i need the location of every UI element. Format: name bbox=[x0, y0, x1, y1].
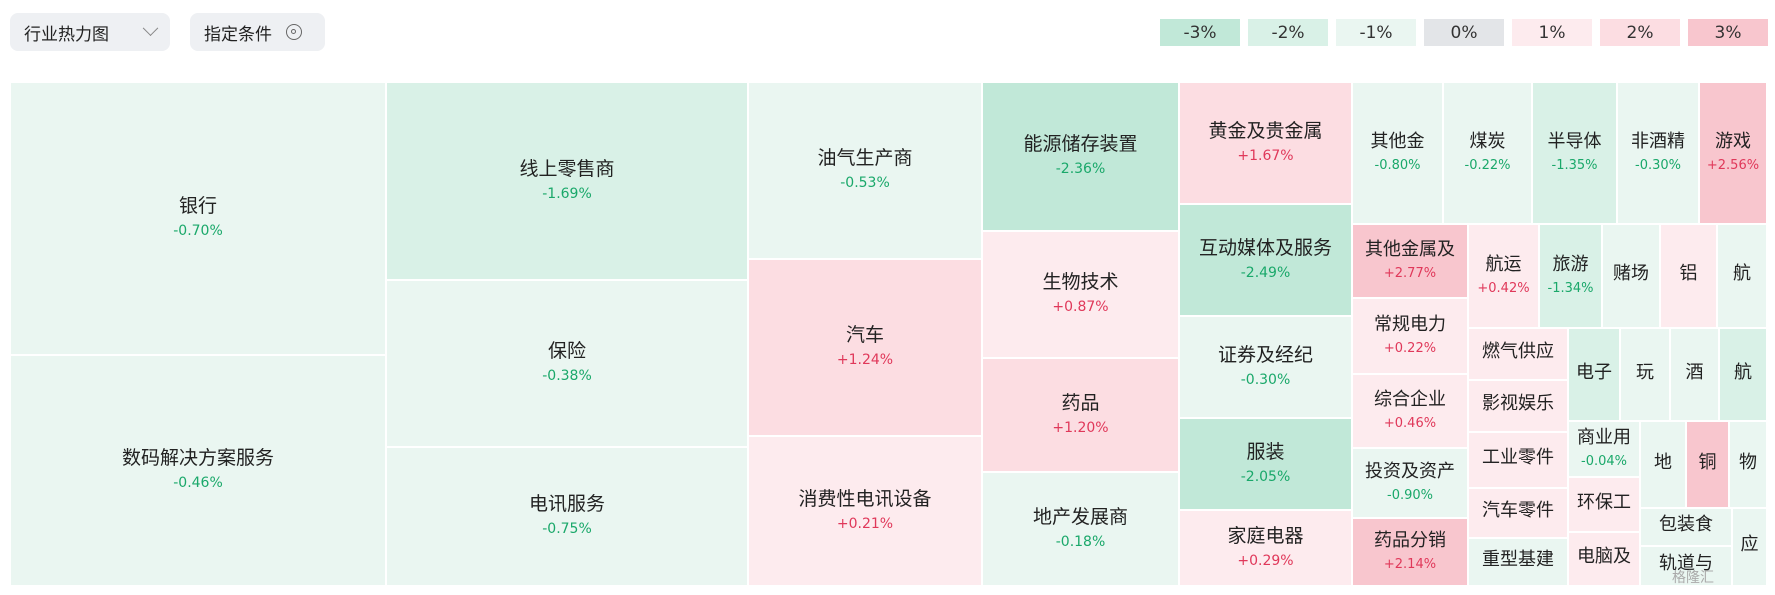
tile-汽车零件[interactable]: 汽车零件 bbox=[1468, 488, 1568, 538]
tile-航-1[interactable]: 航 bbox=[1717, 224, 1767, 328]
tile-旅游[interactable]: 旅游 -1.34% bbox=[1539, 224, 1602, 328]
tile-煤炭[interactable]: 煤炭 -0.22% bbox=[1443, 82, 1532, 224]
tile-环保工[interactable]: 环保工 bbox=[1568, 477, 1640, 532]
tile-其他金[interactable]: 其他金 -0.80% bbox=[1352, 82, 1443, 224]
tile-酒[interactable]: 酒 bbox=[1670, 328, 1719, 421]
chevron-down-icon bbox=[142, 19, 159, 36]
tile-铝[interactable]: 铝 bbox=[1660, 224, 1717, 328]
legend-item: 2% bbox=[1600, 19, 1680, 46]
tile-地[interactable]: 地 bbox=[1640, 421, 1686, 508]
tile-航-2[interactable]: 航 bbox=[1719, 328, 1767, 421]
tile-游戏[interactable]: 游戏 +2.56% bbox=[1699, 82, 1767, 224]
tile-油气生产商[interactable]: 油气生产商 -0.53% bbox=[748, 82, 982, 259]
tile-保险[interactable]: 保险 -0.38% bbox=[386, 280, 748, 447]
tile-铜[interactable]: 铜 bbox=[1686, 421, 1729, 508]
legend-item: 0% bbox=[1424, 19, 1504, 46]
legend-item: 1% bbox=[1512, 19, 1592, 46]
tile-玩[interactable]: 玩 bbox=[1620, 328, 1670, 421]
tile-物[interactable]: 物 bbox=[1729, 421, 1767, 508]
tile-综合企业[interactable]: 综合企业 +0.46% bbox=[1352, 374, 1468, 448]
view-select-label: 行业热力图 bbox=[24, 24, 109, 45]
legend-item: -2% bbox=[1248, 19, 1328, 46]
gear-icon bbox=[286, 24, 302, 40]
tile-银行[interactable]: 银行 -0.70% bbox=[10, 82, 386, 355]
tile-互动媒体及服务[interactable]: 互动媒体及服务 -2.49% bbox=[1179, 204, 1352, 316]
legend-item: -3% bbox=[1160, 19, 1240, 46]
tile-黄金及贵金属[interactable]: 黄金及贵金属 +1.67% bbox=[1179, 82, 1352, 204]
tile-服装[interactable]: 服装 -2.05% bbox=[1179, 418, 1352, 510]
color-legend: -3% -2% -1% 0% 1% 2% 3% bbox=[1160, 19, 1768, 46]
tile-常规电力[interactable]: 常规电力 +0.22% bbox=[1352, 298, 1468, 374]
tile-数码解决方案服务[interactable]: 数码解决方案服务 -0.46% bbox=[10, 355, 386, 586]
tile-重型基建[interactable]: 重型基建 bbox=[1468, 538, 1568, 586]
tile-消费性电讯设备[interactable]: 消费性电讯设备 +0.21% bbox=[748, 436, 982, 586]
tile-半导体[interactable]: 半导体 -1.35% bbox=[1532, 82, 1617, 224]
tile-生物技术[interactable]: 生物技术 +0.87% bbox=[982, 231, 1179, 358]
tile-地产发展商[interactable]: 地产发展商 -0.18% bbox=[982, 472, 1179, 586]
tile-能源储存装置[interactable]: 能源储存装置 -2.36% bbox=[982, 82, 1179, 231]
tile-燃气供应[interactable]: 燃气供应 bbox=[1468, 328, 1568, 380]
tile-药品分销[interactable]: 药品分销 +2.14% bbox=[1352, 518, 1468, 586]
legend-item: -1% bbox=[1336, 19, 1416, 46]
tile-电子[interactable]: 电子 bbox=[1568, 328, 1620, 421]
tile-航运[interactable]: 航运 +0.42% bbox=[1468, 224, 1539, 328]
tile-药品[interactable]: 药品 +1.20% bbox=[982, 358, 1179, 472]
tile-赌场[interactable]: 赌场 bbox=[1602, 224, 1660, 328]
industry-heatmap-select[interactable]: 行业热力图 bbox=[10, 13, 170, 51]
tile-家庭电器[interactable]: 家庭电器 +0.29% bbox=[1179, 510, 1352, 586]
tile-证券及经纪[interactable]: 证券及经纪 -0.30% bbox=[1179, 316, 1352, 418]
tile-电讯服务[interactable]: 电讯服务 -0.75% bbox=[386, 447, 748, 586]
tile-商业用[interactable]: 商业用 -0.04% bbox=[1568, 421, 1640, 477]
tile-包装食[interactable]: 包装食 bbox=[1640, 508, 1732, 546]
tile-其他金属及[interactable]: 其他金属及 +2.77% bbox=[1352, 224, 1468, 298]
tile-非酒精[interactable]: 非酒精 -0.30% bbox=[1617, 82, 1699, 224]
tile-线上零售商[interactable]: 线上零售商 -1.69% bbox=[386, 82, 748, 280]
tile-工业零件[interactable]: 工业零件 bbox=[1468, 432, 1568, 488]
watermark: 格隆汇 bbox=[1672, 570, 1714, 586]
tile-投资及资产[interactable]: 投资及资产 -0.90% bbox=[1352, 448, 1468, 518]
tile-影视娱乐[interactable]: 影视娱乐 bbox=[1468, 380, 1568, 432]
tile-电脑及[interactable]: 电脑及 bbox=[1568, 532, 1640, 586]
tile-汽车[interactable]: 汽车 +1.24% bbox=[748, 259, 982, 436]
condition-button-label: 指定条件 bbox=[204, 24, 272, 45]
tile-轨道与[interactable]: 轨道与 bbox=[1640, 546, 1732, 586]
tile-应[interactable]: 应 bbox=[1732, 508, 1767, 586]
legend-item: 3% bbox=[1688, 19, 1768, 46]
specify-condition-button[interactable]: 指定条件 bbox=[190, 13, 325, 51]
